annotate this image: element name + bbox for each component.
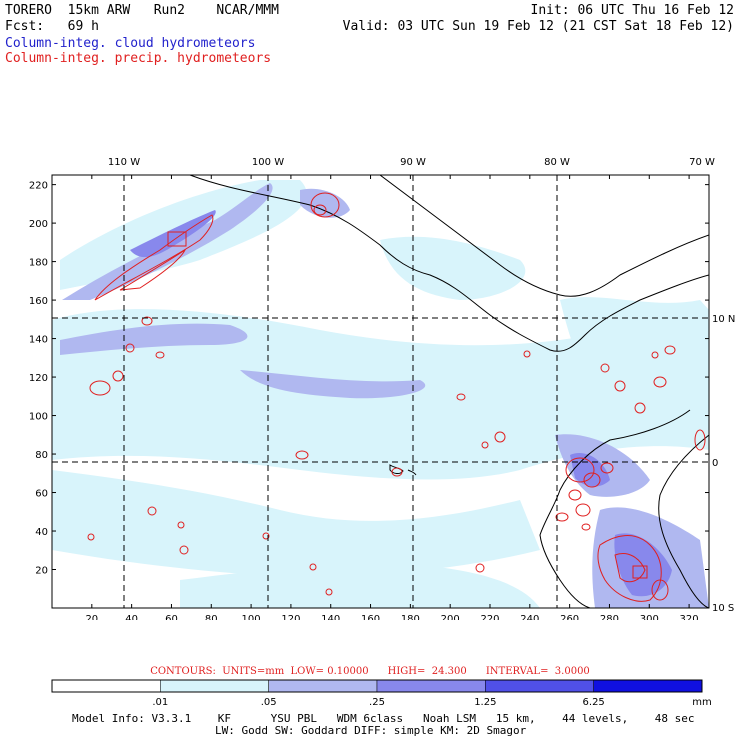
y-tick-label: 140	[29, 335, 48, 346]
colorbar-swatch	[593, 679, 703, 693]
colorbar-label: .01	[152, 697, 168, 708]
model-info-line2: LW: Godd SW: Goddard DIFF: simple KM: 2D…	[215, 724, 527, 737]
y-tick-label: 80	[35, 450, 48, 461]
y-tick-label: 160	[29, 296, 48, 307]
x-tick-label: 60	[165, 614, 178, 620]
y-tick-label: 180	[29, 258, 48, 269]
x-tick-label: 180	[401, 614, 420, 620]
latitude-label: 10 S	[712, 603, 734, 614]
x-tick-label: 160	[361, 614, 380, 620]
precip-contours	[87, 192, 706, 602]
x-tick-label: 40	[125, 614, 138, 620]
x-tick-label: 320	[680, 614, 699, 620]
x-tick-label: 120	[281, 614, 300, 620]
coastlines	[189, 175, 709, 608]
x-tick-label: 220	[480, 614, 499, 620]
x-tick-label: 260	[560, 614, 579, 620]
x-tick-label: 300	[640, 614, 659, 620]
longitude-labels: 110 W 100 W 90 W 80 W 70 W	[108, 157, 715, 168]
y-tick-label: 200	[29, 219, 48, 230]
latitude-label: 0	[712, 458, 718, 469]
field-precip-label: Column-integ. precip. hydrometeors	[5, 51, 272, 66]
colorbar-swatch	[160, 679, 269, 693]
x-tick-label: 240	[520, 614, 539, 620]
forecast-hour: Fcst: 69 h	[5, 19, 99, 34]
colorbar-label: 6.25	[583, 697, 605, 708]
colorbar-label: .25	[369, 697, 385, 708]
x-tick-label: 280	[600, 614, 619, 620]
y-tick-label: 220	[29, 181, 48, 192]
colorbar-svg: .01 .05 .25 1.25 6.25 mm	[51, 679, 712, 708]
longitude-label: 70 W	[689, 157, 715, 168]
graticule	[52, 175, 709, 608]
x-tick-label: 100	[242, 614, 261, 620]
y-tick-label: 60	[35, 489, 48, 500]
longitude-label: 110 W	[108, 157, 140, 168]
latitude-label: 10 N	[712, 314, 735, 325]
x-tick-label: 140	[321, 614, 340, 620]
y-tick-label: 40	[35, 527, 48, 538]
latitude-labels: 10 N 0 10 S	[712, 314, 735, 614]
plot-border	[51, 174, 710, 609]
model-title: TORERO 15km ARW Run2 NCAR/MMM	[5, 3, 279, 18]
x-tick-label: 200	[441, 614, 460, 620]
y-axis-ticks: 20 40 60 80 100 120 140 160 180 200 220	[29, 181, 709, 577]
longitude-label: 100 W	[252, 157, 284, 168]
colorbar-swatch	[376, 679, 486, 693]
x-axis-ticks: 20 40 60 80 100 120 140 160 180 200 220 240 260 280 30…	[85, 175, 699, 625]
map-panel: 20 40 60 80 100 120 140 160 180 200 220 240 260 280 30…	[0, 150, 740, 625]
y-tick-label: 120	[29, 373, 48, 384]
valid-time: Valid: 03 UTC Sun 19 Feb 12 (21 CST Sat …	[342, 19, 734, 34]
longitude-label: 80 W	[544, 157, 570, 168]
contours-info: CONTOURS: UNITS=mm LOW= 0.10000 HIGH= 24…	[150, 666, 590, 677]
colorbar-units: mm	[692, 697, 711, 708]
colorbar-swatch	[268, 679, 378, 693]
model-info-line1: Model Info: V3.3.1 KF YSU PBL WDM 6class…	[72, 712, 695, 725]
colorbar: .01 .05 .25 1.25 6.25 mm	[0, 678, 740, 714]
field-cloud-label: Column-integ. cloud hydrometeors	[5, 36, 256, 51]
colorbar-label: .05	[261, 697, 277, 708]
colorbar-swatch	[485, 679, 594, 693]
y-tick-label: 100	[29, 412, 48, 423]
init-time: Init: 06 UTC Thu 16 Feb 12	[530, 3, 735, 18]
y-tick-label: 20	[35, 566, 48, 577]
colorbar-label: 1.25	[474, 697, 496, 708]
x-tick-label: 80	[205, 614, 218, 620]
longitude-label: 90 W	[400, 157, 426, 168]
colorbar-swatch	[51, 679, 161, 693]
x-tick-label: 20	[85, 614, 98, 620]
map-svg: 20 40 60 80 100 120 140 160 180 200 220 240 260 280 30…	[29, 157, 735, 625]
